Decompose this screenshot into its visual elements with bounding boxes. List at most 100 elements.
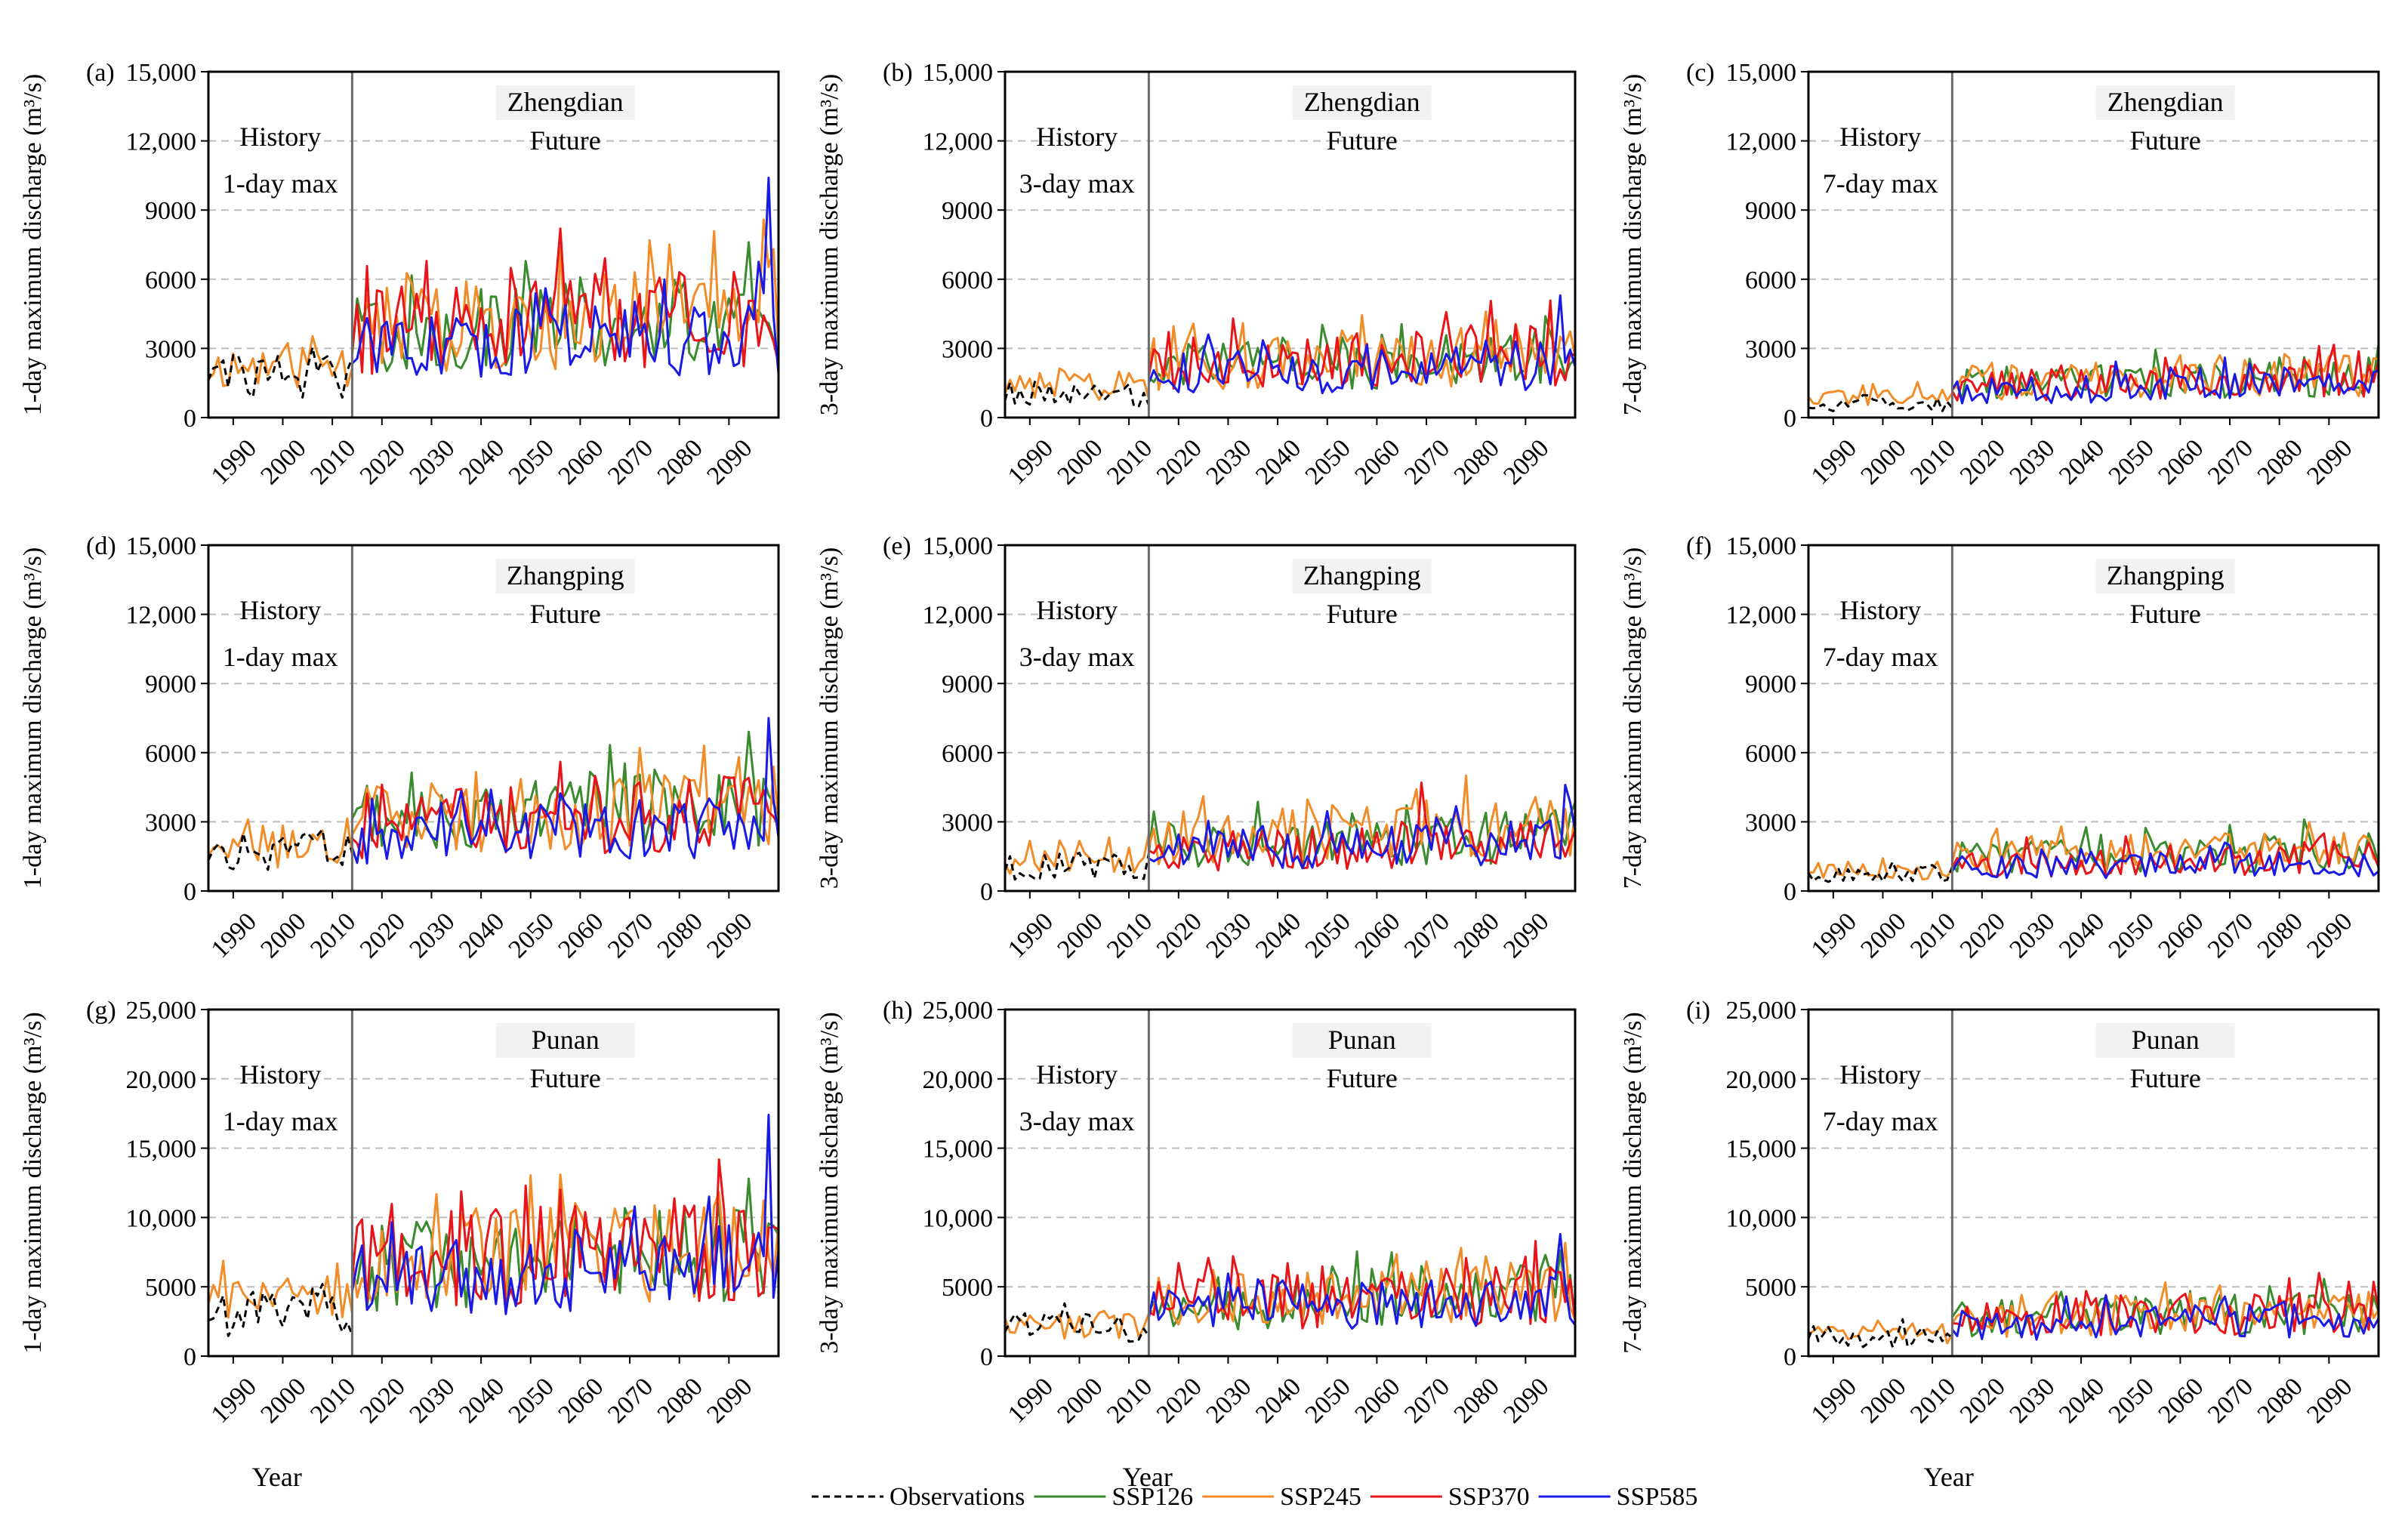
history-label: History: [1036, 1059, 1118, 1090]
x-tick-label: 2060: [1349, 434, 1405, 490]
x-tick-label: 2060: [553, 908, 609, 963]
series-line-ssp370: [351, 760, 780, 859]
x-tick-label: 2090: [1498, 1373, 1554, 1429]
history-label: History: [239, 595, 321, 625]
x-tick-label: 2040: [2054, 1373, 2110, 1429]
x-tick-label: 2080: [1449, 908, 1505, 963]
y-tick-label: 0: [183, 1343, 196, 1371]
plot-frame: [207, 1008, 780, 1358]
panel-id: (i): [1686, 997, 1710, 1025]
station-label-bg: [1292, 559, 1432, 593]
x-tick-label: 2050: [504, 1373, 560, 1429]
x-tick-label: 2060: [553, 1373, 609, 1429]
x-tick-label: 2060: [2153, 1373, 2209, 1429]
y-tick-label: 3000: [145, 809, 196, 837]
series-line-ssp245: [1004, 834, 1150, 875]
x-tick-label: 2050: [1300, 434, 1356, 490]
series-line-ssp370: [1952, 1272, 2380, 1336]
duration-label: 7-day max: [1823, 1106, 1938, 1136]
x-tick-label: 2030: [404, 1373, 460, 1429]
x-tick-label: 2020: [355, 434, 411, 490]
series-line-ssp245: [1147, 774, 1577, 865]
x-tick-label: 2020: [1152, 1373, 1207, 1429]
y-tick-label: 5000: [942, 1274, 993, 1302]
legend-label-ssp126: SSP126: [1112, 1483, 1193, 1511]
y-tick-label: 20,000: [126, 1066, 197, 1094]
x-tick-label: 2080: [2252, 908, 2308, 963]
y-tick-label: 6000: [1745, 267, 1796, 294]
station-label: Punan: [2132, 1025, 2200, 1055]
station-label: Zhangping: [2107, 560, 2225, 590]
x-axis-label: Year: [252, 1462, 302, 1492]
y-tick-label: 20,000: [923, 1066, 994, 1094]
x-tick-label: 2080: [1449, 1373, 1505, 1429]
plot-frame: [1807, 70, 2380, 419]
x-tick-label: 2010: [1905, 908, 1961, 963]
y-axis-label: 1-day maximum discharge (m³/s): [19, 1012, 47, 1353]
x-tick-label: 2040: [1250, 908, 1306, 963]
x-axis-label: Year: [1924, 1462, 1974, 1492]
panel-id: (g): [86, 997, 116, 1025]
y-tick-label: 15,000: [126, 1136, 197, 1164]
panel-e: 0 3000 6000 9000 12,000 15,000 199020002010202…: [816, 532, 1577, 963]
x-tick-label: 2010: [1102, 434, 1158, 490]
station-label-bg: [2095, 1023, 2235, 1058]
y-tick-label: 9000: [1745, 197, 1796, 225]
series-line-ssp126: [351, 730, 780, 849]
y-tick-label: 5000: [1745, 1274, 1796, 1302]
panel-f: 0 3000 6000 9000 12,000 15,000 199020002010202…: [1619, 532, 2380, 963]
y-tick-label: 3000: [1745, 335, 1796, 363]
panel-g: 0 5000 10,000 15,000 20,000 25,000 19902000201…: [19, 997, 780, 1492]
x-tick-label: 2090: [701, 908, 757, 963]
plot-frame: [1807, 1008, 2380, 1358]
x-tick-label: 2040: [454, 1373, 510, 1429]
panel-b: 0 3000 6000 9000 12,000 15,000 199020002010202…: [816, 59, 1577, 490]
y-tick-label: 25,000: [923, 997, 994, 1025]
station-label-bg: [495, 1023, 635, 1058]
plot-frame: [1004, 70, 1577, 419]
x-tick-label: 2040: [2054, 908, 2110, 963]
x-tick-label: 2060: [1349, 1373, 1405, 1429]
station-label: Zhengdian: [507, 87, 624, 117]
x-tick-label: 2090: [2302, 908, 2357, 963]
x-tick-label: 2030: [404, 434, 460, 490]
y-tick-label: 15,000: [126, 59, 197, 87]
station-label: Zhengdian: [1304, 87, 1420, 117]
x-tick-label: 2000: [1052, 1373, 1108, 1429]
station-label-bg: [1292, 1023, 1432, 1058]
series-line-ssp245: [1951, 1281, 2380, 1338]
x-tick-label: 2080: [652, 434, 708, 490]
x-tick-label: 2030: [404, 908, 460, 963]
x-tick-label: 2050: [2104, 908, 2160, 963]
y-axis-label: 7-day maximum discharge (m³/s): [1619, 547, 1647, 889]
panel-i: 0 5000 10,000 15,000 20,000 25,000 19902000201…: [1619, 997, 2380, 1492]
y-tick-label: 15,000: [1726, 532, 1797, 560]
x-tick-label: 2080: [1449, 434, 1505, 490]
y-axis-label: 3-day maximum discharge (m³/s): [816, 547, 843, 889]
legend-label-obs: Observations: [890, 1483, 1025, 1511]
x-tick-label: 2090: [701, 1373, 757, 1429]
x-tick-label: 2030: [1201, 1373, 1256, 1429]
y-tick-label: 0: [980, 878, 993, 906]
series-line-obs: [1808, 393, 1953, 412]
x-tick-label: 2010: [1905, 434, 1961, 490]
series-line-ssp245: [1950, 821, 2379, 873]
y-tick-label: 12,000: [1726, 128, 1797, 156]
y-axis-label: 3-day maximum discharge (m³/s): [816, 1012, 843, 1353]
series-line-ssp245: [207, 1259, 353, 1319]
duration-label: 1-day max: [223, 642, 338, 672]
x-tick-label: 2080: [2252, 1373, 2308, 1429]
x-tick-label: 2070: [2203, 1373, 2258, 1429]
x-tick-label: 2090: [2302, 434, 2357, 490]
x-tick-label: 2090: [2302, 1373, 2357, 1429]
series-line-ssp370: [350, 1158, 779, 1307]
station-label-bg: [1292, 85, 1432, 120]
station-label-bg: [495, 85, 635, 120]
station-label: Punan: [1328, 1025, 1396, 1055]
y-tick-label: 3000: [145, 335, 196, 363]
series-line-ssp585: [351, 177, 780, 378]
y-tick-label: 0: [980, 1343, 993, 1371]
y-tick-label: 6000: [1745, 740, 1796, 768]
x-tick-label: 2000: [255, 908, 311, 963]
x-tick-label: 2060: [1349, 908, 1405, 963]
